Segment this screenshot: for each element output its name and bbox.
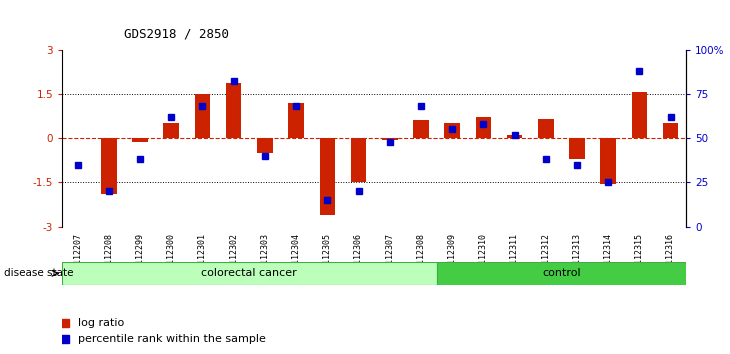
- Bar: [164, 123, 179, 138]
- Bar: [631, 92, 648, 138]
- Bar: [382, 138, 398, 139]
- Bar: [257, 138, 273, 153]
- Bar: [445, 123, 460, 138]
- Text: percentile rank within the sample: percentile rank within the sample: [77, 334, 266, 344]
- Bar: [195, 94, 210, 138]
- Bar: [538, 119, 553, 138]
- Bar: [226, 84, 242, 138]
- Text: log ratio: log ratio: [77, 318, 124, 328]
- Bar: [569, 138, 585, 159]
- Text: colorectal cancer: colorectal cancer: [201, 268, 297, 279]
- Text: disease state: disease state: [4, 268, 73, 278]
- Bar: [62, 262, 437, 285]
- Bar: [101, 138, 117, 194]
- Bar: [663, 123, 678, 138]
- Bar: [350, 138, 366, 182]
- Text: control: control: [542, 268, 580, 279]
- Bar: [600, 138, 616, 184]
- Bar: [320, 138, 335, 215]
- Bar: [507, 135, 523, 138]
- Bar: [132, 138, 148, 143]
- Bar: [288, 103, 304, 138]
- Bar: [437, 262, 686, 285]
- Text: GDS2918 / 2850: GDS2918 / 2850: [124, 28, 229, 41]
- Bar: [475, 118, 491, 138]
- Bar: [413, 120, 429, 138]
